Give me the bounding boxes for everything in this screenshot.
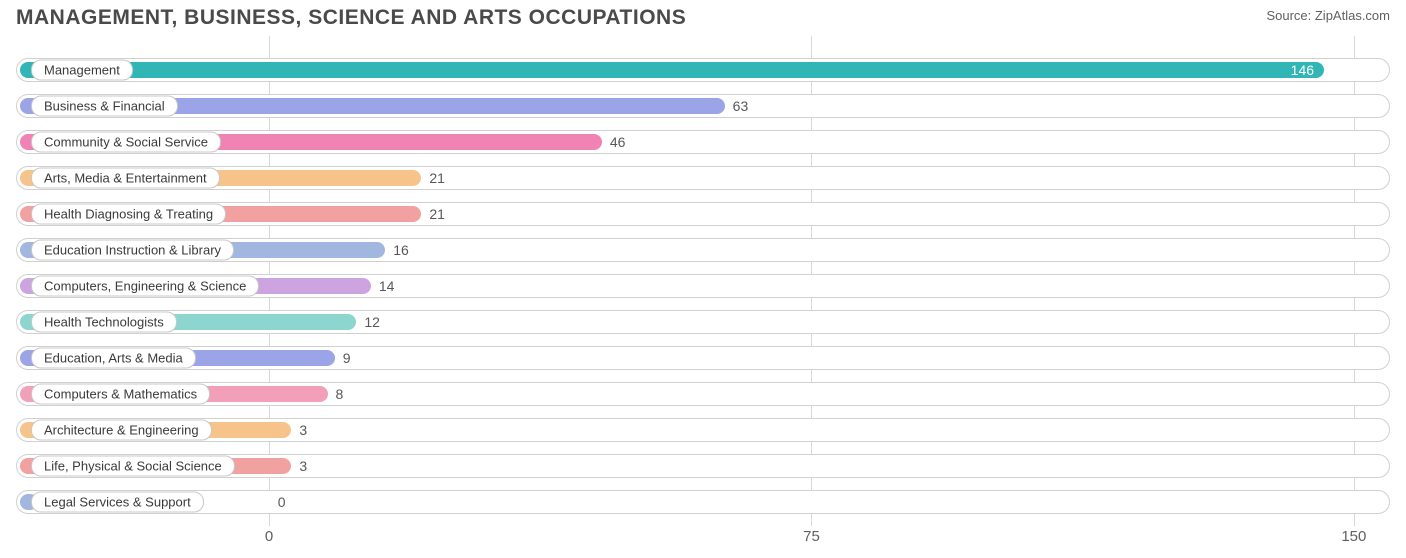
chart-title: MANAGEMENT, BUSINESS, SCIENCE AND ARTS O… [16,6,686,30]
bar-track: Health Diagnosing & Treating 21 [16,202,1390,226]
category-pill: Community & Social Service [31,132,221,153]
value-label: 8 [336,386,344,402]
category-pill: Life, Physical & Social Science [31,456,235,477]
value-label: 3 [299,422,307,438]
value-label: 12 [364,314,380,330]
bar-track: Education, Arts & Media 9 [16,346,1390,370]
category-pill: Health Technologists [31,312,177,333]
value-label: 21 [429,206,445,222]
bar-row: Management 146 [16,52,1390,88]
category-pill: Education Instruction & Library [31,240,234,261]
source-name: ZipAtlas.com [1315,8,1390,23]
source-prefix: Source: [1266,8,1314,23]
bar-row: Community & Social Service 46 [16,124,1390,160]
value-label: 146 [1291,62,1314,78]
x-axis-tick-label: 0 [265,528,273,545]
bar-track: Legal Services & Support 0 [16,490,1390,514]
bar-fill [20,62,1324,78]
category-pill: Health Diagnosing & Treating [31,204,226,225]
bar-row: Architecture & Engineering 3 [16,412,1390,448]
bar-row: Education, Arts & Media 9 [16,340,1390,376]
bar-group: Management 146 Business & Financial 63 Commu… [16,36,1390,520]
chart-container: Management 146 Business & Financial 63 Commu… [0,36,1406,552]
category-pill: Business & Financial [31,96,178,117]
value-label: 14 [379,278,395,294]
value-label: 21 [429,170,445,186]
value-label: 63 [733,98,749,114]
bar-row: Life, Physical & Social Science 3 [16,448,1390,484]
category-pill: Computers, Engineering & Science [31,276,259,297]
bar-row: Business & Financial 63 [16,88,1390,124]
chart-area: Management 146 Business & Financial 63 Commu… [16,36,1390,526]
bar-track: Computers & Mathematics 8 [16,382,1390,406]
bar-row: Arts, Media & Entertainment 21 [16,160,1390,196]
bar-row: Health Diagnosing & Treating 21 [16,196,1390,232]
category-pill: Management [31,60,133,81]
x-axis-tick-label: 75 [803,528,820,545]
value-label: 16 [393,242,409,258]
value-label: 9 [343,350,351,366]
category-pill: Arts, Media & Entertainment [31,168,220,189]
bar-row: Legal Services & Support 0 [16,484,1390,520]
bar-track: Health Technologists 12 [16,310,1390,334]
bar-track: Management 146 [16,58,1390,82]
bar-row: Computers & Mathematics 8 [16,376,1390,412]
x-axis-tick-label: 150 [1341,528,1366,545]
category-pill: Legal Services & Support [31,492,204,513]
category-pill: Education, Arts & Media [31,348,196,369]
bar-row: Health Technologists 12 [16,304,1390,340]
bar-track: Architecture & Engineering 3 [16,418,1390,442]
value-label: 46 [610,134,626,150]
bar-track: Community & Social Service 46 [16,130,1390,154]
bar-track: Life, Physical & Social Science 3 [16,454,1390,478]
x-axis: 0 75 150 [16,528,1390,552]
header: MANAGEMENT, BUSINESS, SCIENCE AND ARTS O… [0,0,1406,30]
source-attribution: Source: ZipAtlas.com [1266,6,1390,23]
bar-row: Computers, Engineering & Science 14 [16,268,1390,304]
bar-track: Computers, Engineering & Science 14 [16,274,1390,298]
value-label: 0 [278,494,286,510]
bar-row: Education Instruction & Library 16 [16,232,1390,268]
bar-track: Business & Financial 63 [16,94,1390,118]
bar-track: Arts, Media & Entertainment 21 [16,166,1390,190]
category-pill: Architecture & Engineering [31,420,212,441]
category-pill: Computers & Mathematics [31,384,210,405]
value-label: 3 [299,458,307,474]
bar-track: Education Instruction & Library 16 [16,238,1390,262]
